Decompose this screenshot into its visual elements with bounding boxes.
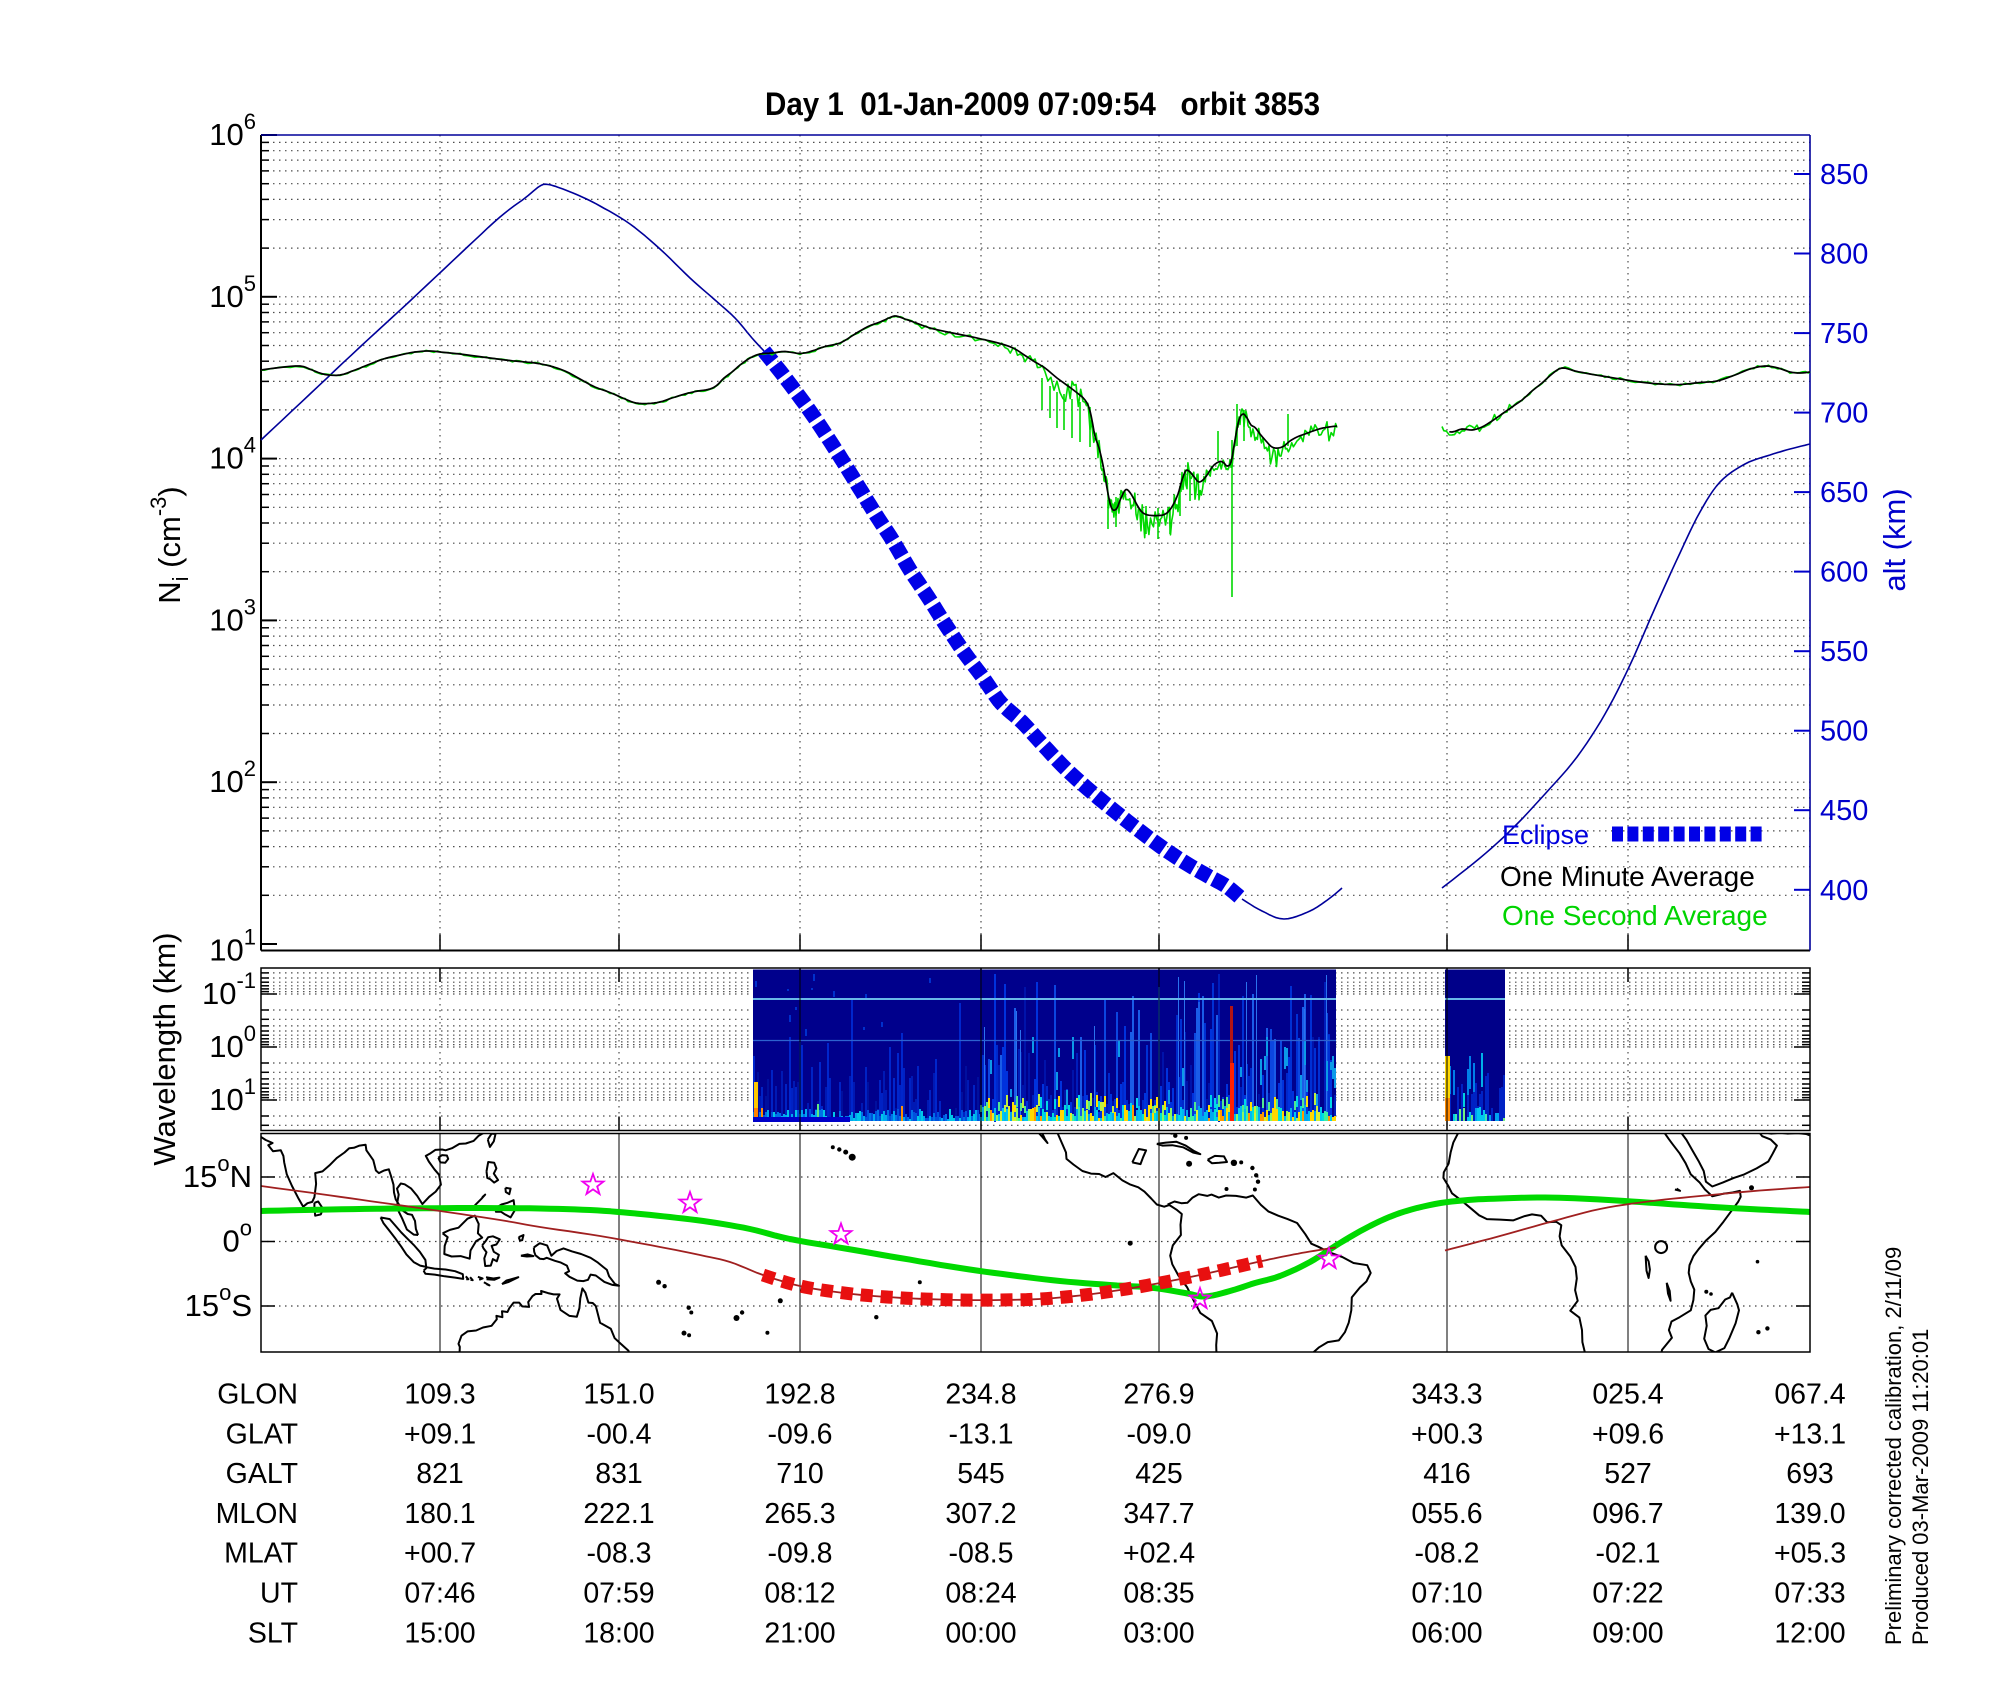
svg-text:-09.8: -09.8: [768, 1538, 833, 1570]
svg-text:347.7: 347.7: [1123, 1498, 1194, 1530]
svg-text:-09.0: -09.0: [1127, 1418, 1192, 1450]
svg-text:Produced 03-Mar-2009 11:20:01: Produced 03-Mar-2009 11:20:01: [1908, 1329, 1933, 1645]
svg-text:UT: UT: [260, 1578, 298, 1610]
svg-text:09:00: 09:00: [1592, 1617, 1663, 1649]
svg-text:18:00: 18:00: [583, 1617, 654, 1649]
svg-text:SLT: SLT: [248, 1617, 298, 1649]
svg-text:alt (km): alt (km): [1877, 488, 1912, 591]
svg-text:MLON: MLON: [216, 1498, 298, 1530]
svg-text:07:46: 07:46: [404, 1578, 475, 1610]
svg-text:GLAT: GLAT: [226, 1418, 298, 1450]
svg-text:15:00: 15:00: [404, 1617, 475, 1649]
svg-text:Day 1 01-Jan-2009 07:09:54: Day 1 01-Jan-2009 07:09:54 orbit 3853: [765, 86, 1320, 122]
svg-text:One Minute Average: One Minute Average: [1500, 861, 1755, 892]
svg-text:416: 416: [1423, 1458, 1471, 1490]
svg-text:03:00: 03:00: [1123, 1617, 1194, 1649]
svg-text:400: 400: [1820, 875, 1868, 907]
svg-text:550: 550: [1820, 636, 1868, 668]
svg-text:+09.1: +09.1: [404, 1418, 476, 1450]
svg-text:06:00: 06:00: [1411, 1617, 1482, 1649]
svg-text:+09.6: +09.6: [1592, 1418, 1664, 1450]
svg-text:109.3: 109.3: [404, 1379, 475, 1411]
svg-text:545: 545: [957, 1458, 1005, 1490]
svg-text:527: 527: [1604, 1458, 1652, 1490]
svg-text:+05.3: +05.3: [1774, 1538, 1846, 1570]
svg-text:07:59: 07:59: [583, 1578, 654, 1610]
svg-text:+13.1: +13.1: [1774, 1418, 1846, 1450]
svg-text:-08.2: -08.2: [1415, 1538, 1480, 1570]
svg-text:00:00: 00:00: [945, 1617, 1016, 1649]
svg-text:710: 710: [776, 1458, 824, 1490]
svg-text:192.8: 192.8: [764, 1379, 835, 1411]
svg-text:700: 700: [1820, 398, 1868, 430]
svg-text:GALT: GALT: [226, 1458, 298, 1490]
svg-text:139.0: 139.0: [1774, 1498, 1845, 1530]
svg-text:222.1: 222.1: [583, 1498, 654, 1530]
svg-text:821: 821: [416, 1458, 464, 1490]
svg-text:-00.4: -00.4: [587, 1418, 652, 1450]
svg-text:+02.4: +02.4: [1123, 1538, 1195, 1570]
svg-text:Eclipse: Eclipse: [1502, 820, 1589, 850]
svg-text:693: 693: [1786, 1458, 1834, 1490]
svg-text:276.9: 276.9: [1123, 1379, 1194, 1411]
svg-text:One Second Average: One Second Average: [1502, 900, 1768, 931]
svg-text:850: 850: [1820, 159, 1868, 191]
svg-text:151.0: 151.0: [583, 1379, 654, 1411]
svg-text:+00.7: +00.7: [404, 1538, 476, 1570]
svg-text:08:12: 08:12: [764, 1578, 835, 1610]
svg-text:450: 450: [1820, 795, 1868, 827]
svg-text:Ni (cm-3): Ni (cm-3): [146, 486, 193, 603]
svg-text:500: 500: [1820, 716, 1868, 748]
svg-text:650: 650: [1820, 477, 1868, 509]
svg-text:101: 101: [209, 1074, 256, 1117]
svg-text:12:00: 12:00: [1774, 1617, 1845, 1649]
svg-text:MLAT: MLAT: [224, 1538, 298, 1570]
svg-text:025.4: 025.4: [1592, 1379, 1663, 1411]
svg-text:425: 425: [1135, 1458, 1183, 1490]
svg-text:265.3: 265.3: [764, 1498, 835, 1530]
svg-text:08:35: 08:35: [1123, 1578, 1194, 1610]
svg-text:07:33: 07:33: [1774, 1578, 1845, 1610]
svg-text:343.3: 343.3: [1411, 1379, 1482, 1411]
svg-text:055.6: 055.6: [1411, 1498, 1482, 1530]
svg-text:07:22: 07:22: [1592, 1578, 1663, 1610]
svg-text:800: 800: [1820, 239, 1868, 271]
svg-text:-08.5: -08.5: [949, 1538, 1014, 1570]
svg-text:831: 831: [595, 1458, 643, 1490]
svg-text:307.2: 307.2: [945, 1498, 1016, 1530]
svg-text:750: 750: [1820, 318, 1868, 350]
svg-text:-08.3: -08.3: [587, 1538, 652, 1570]
svg-text:21:00: 21:00: [764, 1617, 835, 1649]
svg-text:+00.3: +00.3: [1411, 1418, 1483, 1450]
svg-text:-02.1: -02.1: [1596, 1538, 1661, 1570]
svg-text:15oS: 15oS: [185, 1280, 252, 1323]
svg-text:067.4: 067.4: [1774, 1379, 1845, 1411]
svg-text:-09.6: -09.6: [768, 1418, 833, 1450]
svg-text:Preliminary corrected calibrat: Preliminary corrected calibration, 2/11/…: [1881, 1247, 1906, 1645]
svg-text:096.7: 096.7: [1592, 1498, 1663, 1530]
svg-text:GLON: GLON: [217, 1379, 298, 1411]
svg-text:234.8: 234.8: [945, 1379, 1016, 1411]
svg-text:Wavelength (km): Wavelength (km): [147, 932, 182, 1165]
svg-text:08:24: 08:24: [945, 1578, 1016, 1610]
svg-text:180.1: 180.1: [404, 1498, 475, 1530]
svg-text:600: 600: [1820, 557, 1868, 589]
svg-text:-13.1: -13.1: [949, 1418, 1014, 1450]
svg-text:07:10: 07:10: [1411, 1578, 1482, 1610]
